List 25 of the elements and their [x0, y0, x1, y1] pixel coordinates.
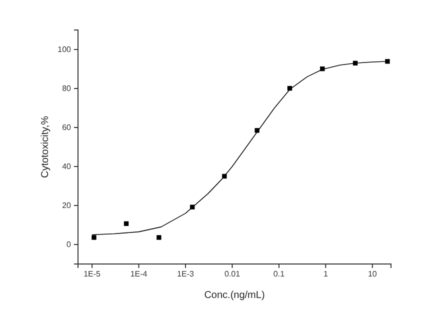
point	[124, 221, 129, 226]
x-tick-label: 0.1	[273, 270, 286, 279]
point	[287, 86, 292, 91]
point	[222, 174, 227, 179]
y-tick-label: 100	[58, 45, 72, 54]
point	[385, 59, 390, 64]
y-tick-label: 0	[66, 240, 72, 250]
point	[92, 235, 96, 240]
point	[320, 66, 325, 72]
y-tick-label: 20	[62, 201, 72, 210]
x-axis-title: Conc.(ng/mL)	[204, 290, 265, 301]
y-tick-label: 80	[62, 84, 72, 94]
x-tick-label: 10	[368, 270, 378, 279]
y-axis-title: Cytotoxicity,%	[40, 116, 51, 178]
x-tick-label: 1E-5	[84, 270, 102, 279]
point	[254, 128, 260, 133]
x-tick-label: 0.01	[224, 270, 241, 279]
y-tick-label: 40	[62, 162, 72, 172]
y-tick-label: 60	[62, 123, 72, 132]
point	[352, 60, 358, 66]
point	[156, 235, 162, 240]
x-tick-label: 1E-4	[130, 270, 148, 279]
point	[190, 204, 195, 210]
x-tick-label: 1	[323, 270, 328, 279]
x-tick-label: 1E-3	[177, 270, 195, 279]
